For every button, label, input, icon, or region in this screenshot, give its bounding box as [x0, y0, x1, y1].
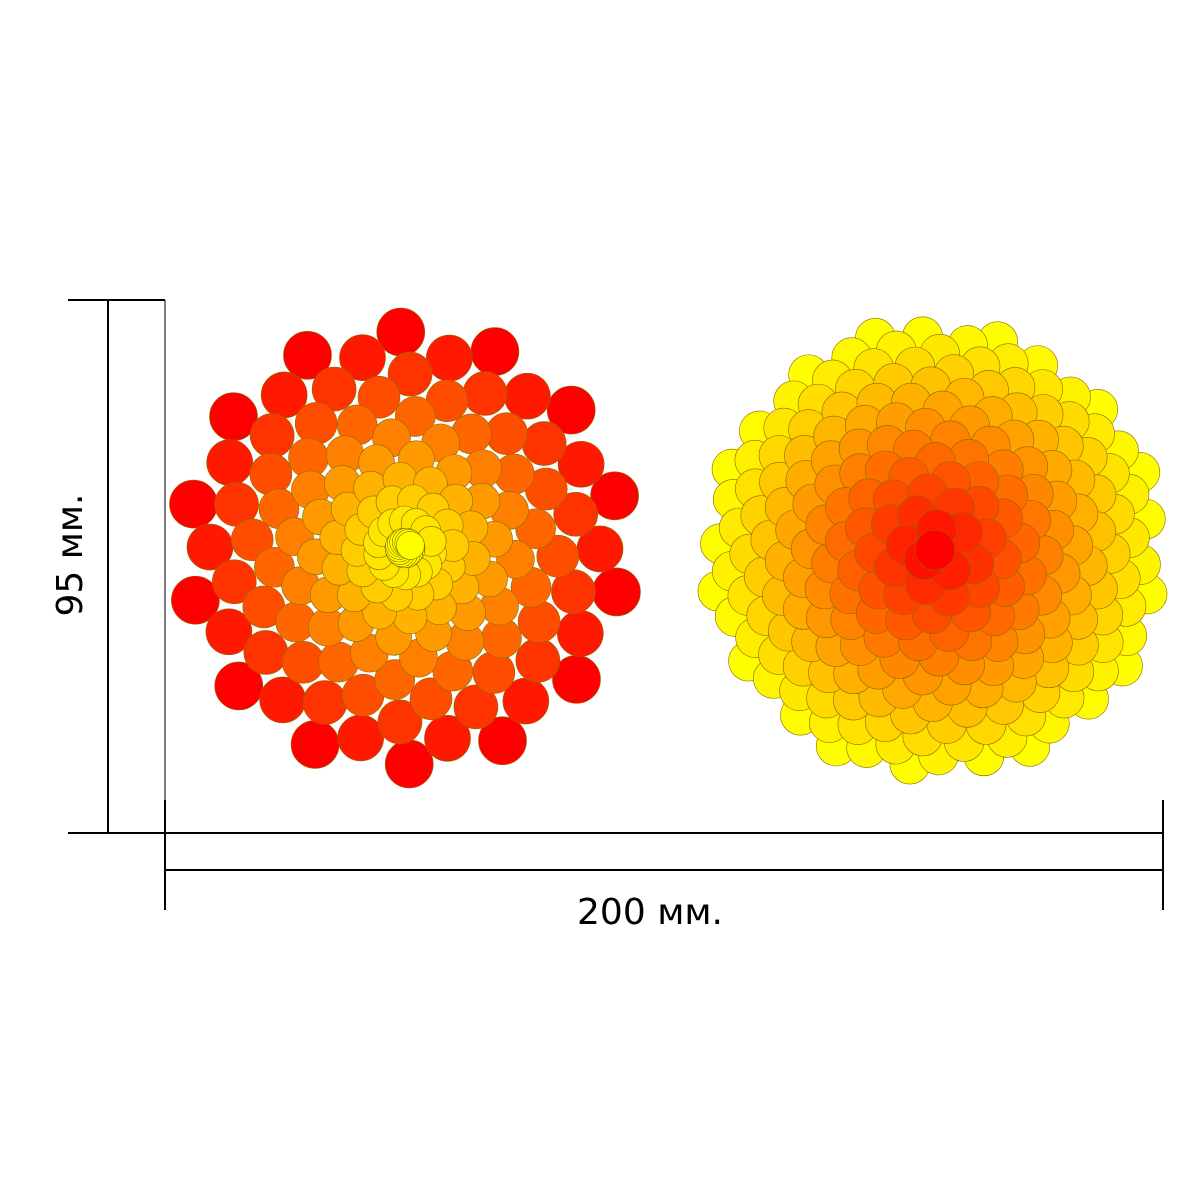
petal-dot [556, 610, 604, 657]
petal-dot [426, 334, 473, 382]
petal-dot [230, 518, 274, 562]
petal-dot [339, 334, 386, 381]
petal-dot [453, 684, 499, 730]
petal-dot [337, 714, 384, 762]
height-label: 95 мм. [50, 493, 91, 616]
petal-dot [485, 412, 528, 455]
petal-dot [387, 351, 433, 397]
petal-dot [521, 421, 567, 466]
petal-dot [914, 529, 956, 571]
petal-dot [357, 375, 401, 419]
petal-dot [282, 641, 325, 684]
flowers [169, 307, 1168, 789]
petal-dot [409, 677, 453, 721]
petal-dot [377, 699, 423, 745]
petal-dot [546, 385, 596, 435]
petal-dot [517, 600, 561, 643]
petal-dot [249, 413, 295, 458]
petal-dot [214, 661, 264, 711]
petal-dot [212, 559, 257, 605]
petal-dot [290, 720, 340, 769]
petal-dot [205, 608, 253, 656]
petal-dot [396, 531, 425, 560]
petal-dot [259, 676, 306, 724]
petal-dot [557, 440, 605, 488]
petal-dot [302, 680, 348, 725]
petal-dot [470, 327, 520, 376]
petal-dot [462, 371, 508, 416]
petal-dot [171, 575, 220, 625]
petal-dot [472, 651, 516, 694]
width-dimension: 200 мм. [164, 800, 1164, 933]
petal-dot [169, 479, 218, 529]
petal-dot [536, 534, 580, 578]
petal-dot [311, 366, 357, 412]
petal-dot [590, 471, 639, 521]
width-label: 200 мм. [577, 892, 723, 933]
petal-dot [294, 402, 338, 445]
petal-dot [504, 372, 551, 420]
petal-dot [283, 330, 332, 380]
petal-dot [243, 630, 289, 675]
petal-dot [553, 491, 598, 537]
petal-dot [478, 716, 527, 766]
petal-dot [424, 715, 471, 762]
petal-dot [515, 638, 561, 683]
petal-dot [206, 439, 254, 486]
height-dimension: 95 мм. [50, 299, 166, 834]
petal-dot [249, 453, 293, 496]
petal-dot [592, 567, 641, 617]
